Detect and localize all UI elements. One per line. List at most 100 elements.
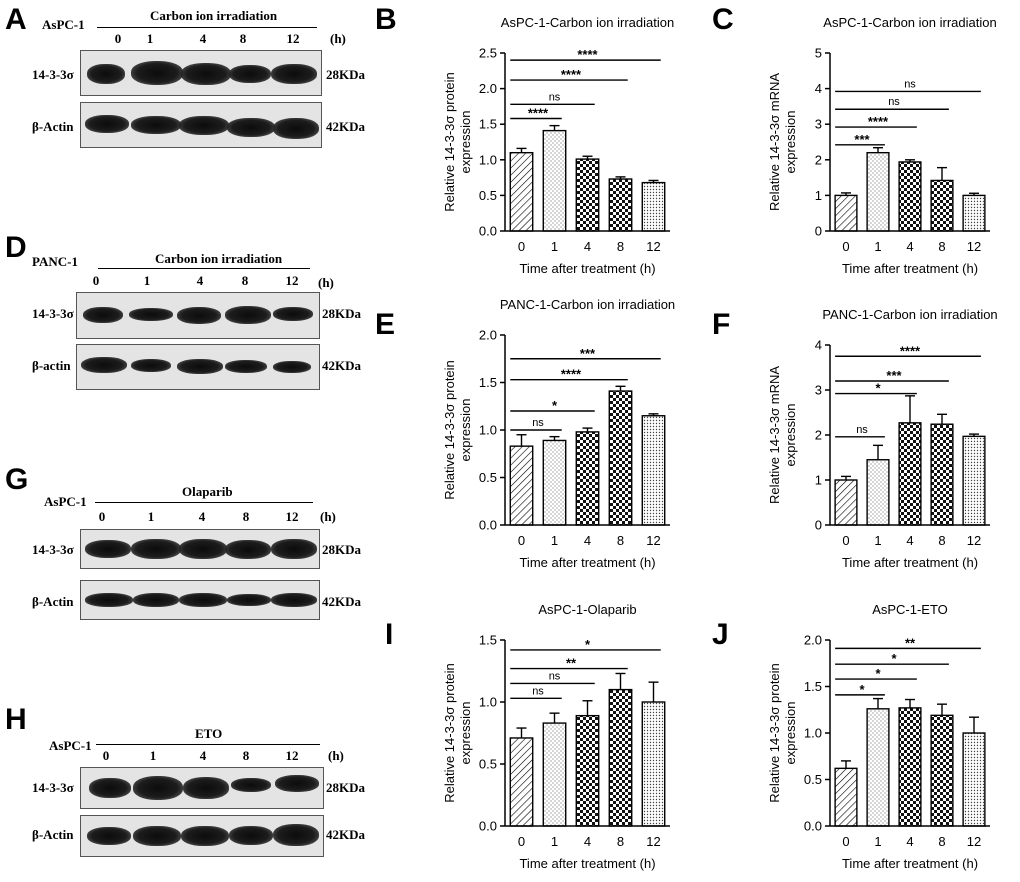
x-tick-label: 8 bbox=[938, 533, 945, 548]
lane-label: 8 bbox=[242, 509, 250, 524]
protein-band bbox=[231, 778, 271, 792]
bar bbox=[898, 422, 922, 526]
x-tick-label: 0 bbox=[842, 239, 849, 254]
protein-band bbox=[179, 539, 227, 559]
blot-header-line bbox=[97, 27, 317, 28]
protein-band bbox=[227, 118, 275, 137]
time-unit: (h) bbox=[318, 275, 334, 290]
y-tick-label: 1.5 bbox=[479, 375, 497, 390]
bar-chart-f: PANC-1-Carbon ion irradiation01234Relati… bbox=[767, 307, 998, 570]
protein-band bbox=[131, 116, 181, 134]
blot-membrane bbox=[80, 50, 322, 96]
significance-label: ns bbox=[888, 96, 900, 108]
x-tick-label: 12 bbox=[967, 533, 981, 548]
bar bbox=[834, 194, 858, 232]
y-tick-label: 2.5 bbox=[479, 46, 497, 61]
x-tick-label: 4 bbox=[906, 533, 913, 548]
protein-band bbox=[131, 359, 171, 372]
significance-label: **** bbox=[528, 106, 549, 121]
y-tick-label: 0.0 bbox=[479, 518, 497, 533]
blot-cell-line: PANC-1 bbox=[32, 254, 78, 269]
blot-row-label: β-Actin bbox=[32, 827, 74, 842]
significance-label: ns bbox=[549, 670, 561, 682]
x-tick-label: 4 bbox=[906, 239, 913, 254]
blot-row-label: β-actin bbox=[32, 358, 71, 373]
y-tick-label: 1.5 bbox=[804, 679, 822, 694]
protein-band bbox=[181, 63, 231, 85]
y-tick-label: 1.0 bbox=[479, 152, 497, 167]
bar bbox=[641, 701, 666, 827]
bar bbox=[509, 737, 534, 827]
bar bbox=[930, 179, 954, 232]
y-axis-label: Relative 14-3-3σ mRNAexpression bbox=[767, 366, 798, 504]
significance-label: * bbox=[552, 398, 558, 413]
bar bbox=[866, 708, 890, 827]
significance-label: ns bbox=[549, 91, 561, 103]
bar bbox=[641, 181, 666, 232]
x-tick-label: 0 bbox=[518, 834, 525, 849]
protein-band bbox=[133, 776, 183, 800]
blot-treatment: Carbon ion irradiation bbox=[155, 251, 283, 266]
protein-band bbox=[85, 115, 129, 133]
blot-membrane bbox=[80, 767, 324, 809]
bar bbox=[834, 767, 858, 827]
y-tick-label: 1.5 bbox=[479, 117, 497, 132]
protein-band bbox=[271, 539, 317, 559]
blot-treatment: Carbon ion irradiation bbox=[150, 8, 278, 23]
x-tick-label: 8 bbox=[617, 834, 624, 849]
blot-cell-line: AsPC-1 bbox=[42, 17, 85, 32]
y-tick-label: 2.0 bbox=[479, 328, 497, 343]
y-tick-label: 0.0 bbox=[479, 224, 497, 239]
lane-label: 12 bbox=[286, 31, 300, 46]
bar-chart-i: AsPC-1-Olaparib 0.0 0.5 1.0 1.5 Relative 14-3… bbox=[442, 602, 670, 871]
bar bbox=[542, 129, 567, 232]
bar bbox=[898, 161, 922, 232]
lane-label: 1 bbox=[146, 31, 154, 46]
protein-band bbox=[81, 357, 127, 373]
bar bbox=[509, 151, 534, 232]
significance-label: ns bbox=[856, 424, 868, 436]
bar bbox=[930, 423, 954, 526]
lane-label: 8 bbox=[242, 748, 250, 763]
protein-band bbox=[229, 65, 271, 83]
protein-band bbox=[275, 775, 319, 792]
protein-band bbox=[129, 308, 173, 321]
significance-label: ns bbox=[532, 417, 544, 429]
y-tick-label: 4 bbox=[815, 338, 822, 353]
y-tick-label: 3 bbox=[815, 117, 822, 132]
y-tick-label: 2 bbox=[815, 428, 822, 443]
blot-row-label: 14-3-3σ bbox=[32, 542, 74, 557]
x-tick-label: 12 bbox=[646, 533, 660, 548]
significance-label: * bbox=[859, 682, 865, 697]
bar bbox=[930, 714, 954, 827]
bar bbox=[898, 707, 922, 827]
y-tick-label: 2.0 bbox=[804, 633, 822, 648]
blot-header-line bbox=[95, 502, 313, 503]
x-axis-label: Time after treatment (h) bbox=[519, 856, 655, 871]
x-tick-label: 1 bbox=[551, 834, 558, 849]
x-tick-label: 4 bbox=[584, 239, 591, 254]
x-tick-label: 0 bbox=[518, 533, 525, 548]
x-tick-label: 1 bbox=[874, 533, 881, 548]
x-tick-label: 0 bbox=[842, 533, 849, 548]
y-axis-label: Relative 14-3-3σ proteinexpression bbox=[767, 663, 798, 803]
bar bbox=[962, 194, 986, 232]
y-tick-label: 0.5 bbox=[479, 757, 497, 772]
y-axis-label: Relative 14-3-3σ proteinexpression bbox=[442, 72, 473, 212]
y-tick-label: 1.0 bbox=[804, 726, 822, 741]
lane-label: 4 bbox=[196, 273, 204, 288]
lane-label: 8 bbox=[241, 273, 249, 288]
significance-label: * bbox=[891, 651, 897, 666]
x-tick-label: 1 bbox=[551, 533, 558, 548]
panel-label-c: C bbox=[712, 3, 734, 36]
x-tick-label: 8 bbox=[938, 834, 945, 849]
x-tick-label: 12 bbox=[646, 239, 660, 254]
y-tick-label: 0.5 bbox=[479, 470, 497, 485]
blot-membrane bbox=[76, 292, 320, 339]
significance-label: **** bbox=[561, 67, 582, 82]
bar-chart-c: AsPC-1-Carbon ion irradiation012345Relat… bbox=[767, 15, 997, 276]
blot-row-label: 14-3-3σ bbox=[32, 780, 74, 795]
lane-label: 4 bbox=[199, 748, 207, 763]
x-axis-label: Time after treatment (h) bbox=[842, 261, 978, 276]
y-tick-label: 0.5 bbox=[479, 188, 497, 203]
